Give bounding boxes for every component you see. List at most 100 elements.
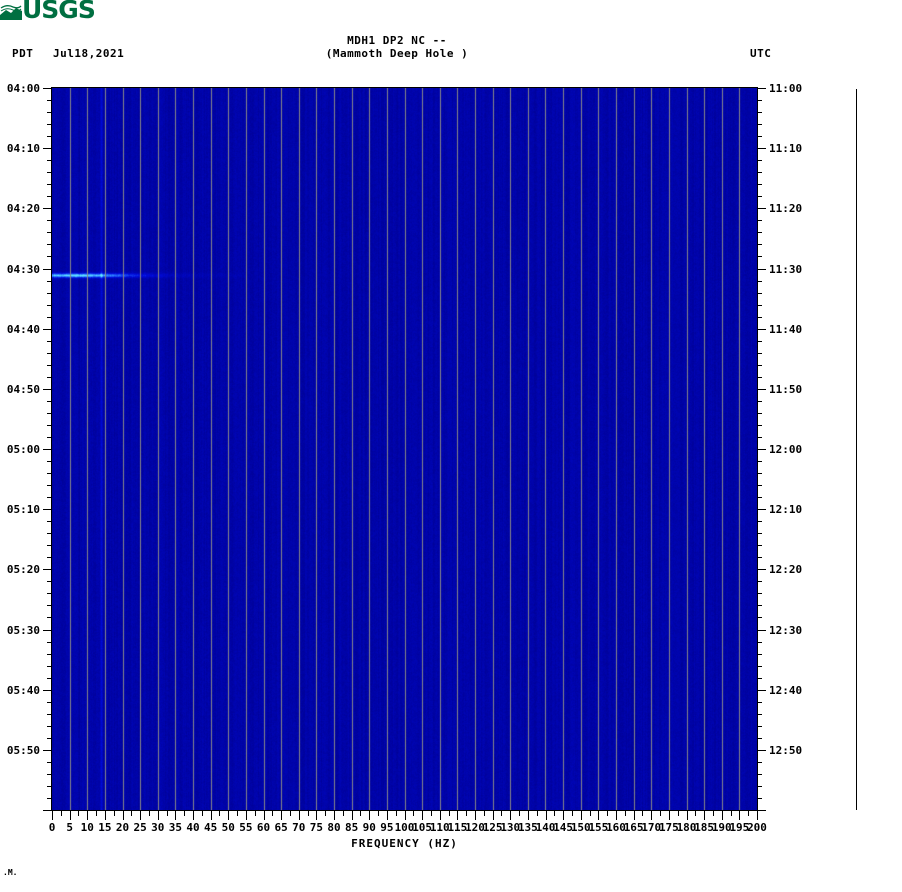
axis-major-tick — [43, 388, 52, 390]
axis-minor-tick — [47, 160, 52, 162]
axis-minor-tick — [60, 811, 62, 816]
timezone-right-label: UTC — [750, 47, 772, 60]
frequency-tick-label: 130 — [500, 821, 521, 834]
axis-major-tick — [122, 811, 124, 820]
axis-minor-tick — [342, 811, 344, 816]
frequency-tick-label: 35 — [168, 821, 182, 834]
axis-major-tick — [104, 811, 106, 820]
axis-major-tick — [43, 569, 52, 571]
axis-minor-tick — [47, 737, 52, 739]
frequency-tick-label: 200 — [747, 821, 767, 834]
frequency-tick-label: 70 — [292, 821, 306, 834]
right-time-tick-label: 11:10 — [769, 142, 803, 156]
axis-major-tick — [69, 811, 71, 820]
axis-minor-tick — [395, 811, 397, 816]
frequency-tick-label: 75 — [309, 821, 323, 834]
axis-minor-tick — [757, 605, 762, 607]
axis-minor-tick — [757, 641, 762, 643]
axis-minor-tick — [47, 485, 52, 487]
left-time-tick-label: 05:40 — [6, 683, 40, 697]
axis-major-tick — [527, 811, 529, 820]
axis-minor-tick — [166, 811, 168, 816]
axis-minor-tick — [757, 100, 762, 102]
x-axis-title: FREQUENCY (HZ) — [351, 837, 458, 850]
frequency-tick-label: 110 — [429, 821, 450, 834]
frequency-tick-label: 95 — [380, 821, 394, 834]
axis-major-tick — [475, 811, 476, 820]
axis-major-tick — [651, 811, 653, 820]
axis-minor-tick — [47, 497, 52, 499]
axis-minor-tick — [501, 811, 503, 816]
axis-major-tick — [563, 811, 565, 820]
axis-major-tick — [369, 811, 371, 820]
axis-minor-tick — [757, 593, 762, 595]
axis-major-tick — [757, 810, 766, 811]
frequency-tick-label: 120 — [465, 821, 485, 834]
axis-major-tick — [757, 509, 766, 511]
axis-major-tick — [43, 88, 52, 89]
axis-minor-tick — [47, 364, 52, 366]
right-time-tick-label: 11:30 — [769, 262, 803, 276]
axis-minor-tick — [47, 605, 52, 607]
spectrogram-plot-area[interactable] — [52, 88, 757, 810]
axis-minor-tick — [47, 761, 52, 763]
axis-minor-tick — [47, 545, 52, 547]
axis-minor-tick — [757, 112, 762, 114]
axis-minor-tick — [757, 557, 762, 559]
axis-minor-tick — [695, 811, 697, 816]
axis-minor-tick — [47, 244, 52, 246]
frequency-tick-label: 155 — [588, 821, 609, 834]
frequency-tick-label: 105 — [412, 821, 433, 834]
axis-major-tick — [52, 811, 53, 820]
axis-minor-tick — [47, 340, 52, 342]
frequency-tick-label: 20 — [115, 821, 130, 834]
axis-major-tick — [43, 208, 52, 210]
frequency-tick-label: 15 — [98, 821, 112, 834]
frequency-tick-label: 55 — [239, 821, 253, 834]
right-time-tick-label: 11:50 — [769, 382, 803, 396]
frequency-tick-label: 185 — [694, 821, 715, 834]
axis-minor-tick — [47, 521, 52, 523]
axis-minor-tick — [624, 811, 626, 816]
axis-minor-tick — [757, 352, 762, 354]
axis-major-tick — [757, 148, 766, 150]
axis-major-tick — [316, 811, 318, 820]
axis-minor-tick — [757, 497, 762, 499]
left-time-tick-label: 05:50 — [6, 743, 40, 757]
frequency-tick-label: 45 — [204, 821, 218, 834]
axis-minor-tick — [237, 811, 239, 816]
axis-major-tick — [757, 749, 766, 751]
axis-minor-tick — [757, 316, 762, 318]
plot-top-border — [51, 87, 758, 88]
axis-minor-tick — [47, 184, 52, 186]
axis-minor-tick — [712, 811, 714, 816]
axis-minor-tick — [607, 811, 609, 816]
left-time-tick-label: 04:50 — [6, 382, 40, 396]
axis-minor-tick — [757, 172, 762, 174]
axis-major-tick — [157, 811, 159, 820]
axis-minor-tick — [757, 485, 762, 487]
timezone-left-label: PDT — [12, 47, 34, 60]
axis-minor-tick — [47, 785, 52, 787]
axis-minor-tick — [757, 773, 762, 775]
axis-minor-tick — [757, 244, 762, 246]
frequency-tick-label: 135 — [517, 821, 538, 834]
axis-major-tick — [263, 811, 265, 820]
axis-major-tick — [404, 811, 406, 820]
axis-minor-tick — [47, 100, 52, 102]
frequency-tick-label: 40 — [186, 821, 200, 834]
axis-minor-tick — [757, 424, 762, 426]
axis-minor-tick — [413, 811, 415, 816]
axis-major-tick — [43, 148, 52, 150]
axis-major-tick — [43, 268, 52, 270]
axis-major-tick — [704, 811, 706, 820]
axis-minor-tick — [757, 461, 762, 463]
axis-minor-tick — [757, 136, 762, 138]
axis-minor-tick — [757, 256, 762, 258]
axis-minor-tick — [757, 533, 762, 535]
left-time-tick-label: 04:30 — [6, 262, 40, 276]
frequency-tick-label: 115 — [447, 821, 468, 834]
axis-minor-tick — [47, 424, 52, 426]
axis-minor-tick — [47, 316, 52, 318]
axis-major-tick — [757, 811, 758, 820]
